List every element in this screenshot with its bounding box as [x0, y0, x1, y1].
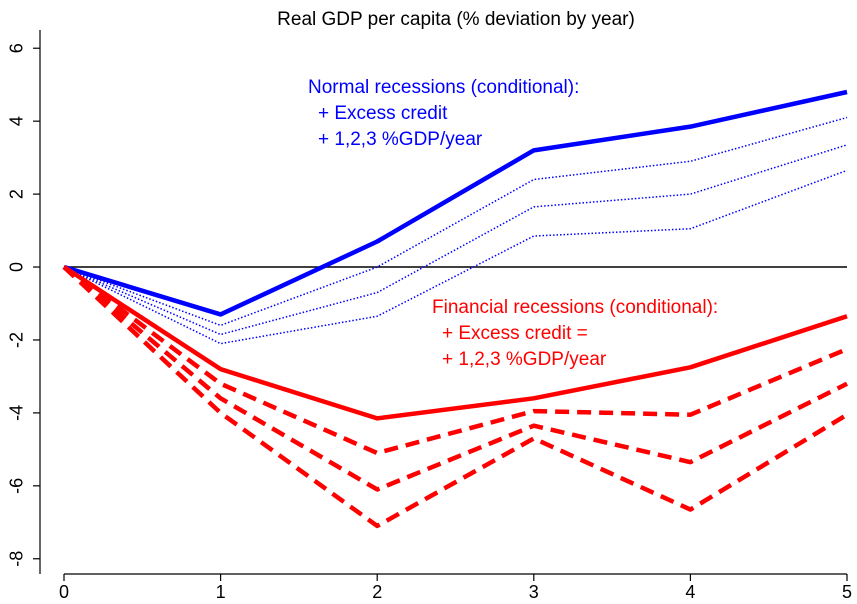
series-line — [62, 265, 848, 456]
series-line — [63, 169, 848, 345]
x-tick-label: 4 — [685, 582, 695, 602]
y-tick-label: -6 — [7, 478, 27, 494]
y-tick-label: 6 — [7, 43, 27, 53]
y-tick-label: -4 — [7, 405, 27, 421]
series-line — [62, 265, 849, 529]
y-tick-label: 4 — [7, 116, 27, 126]
y-tick-label: -2 — [7, 332, 27, 348]
x-tick-label: 1 — [216, 582, 226, 602]
x-tick-label: 3 — [529, 582, 539, 602]
series-line — [62, 265, 848, 421]
annotation: + Excess credit — [318, 103, 448, 124]
x-tick-label: 5 — [842, 582, 852, 602]
y-tick-label: -8 — [7, 551, 27, 567]
annotation: Normal recessions (conditional): — [308, 77, 579, 98]
annotation: Financial recessions (conditional): — [432, 297, 718, 318]
x-tick-label: 2 — [372, 582, 382, 602]
annotation: + 1,2,3 %GDP/year — [318, 129, 483, 150]
series-line — [63, 89, 848, 317]
annotation: + 1,2,3 %GDP/year — [442, 349, 607, 370]
chart-title: Real GDP per capita (% deviation by year… — [277, 9, 635, 30]
y-tick-label: 0 — [7, 262, 27, 272]
series-line — [62, 265, 849, 492]
x-tick-label: 0 — [59, 582, 69, 602]
y-tick-label: 2 — [7, 189, 27, 199]
annotation: + Excess credit = — [442, 323, 588, 344]
series-line — [63, 116, 848, 327]
